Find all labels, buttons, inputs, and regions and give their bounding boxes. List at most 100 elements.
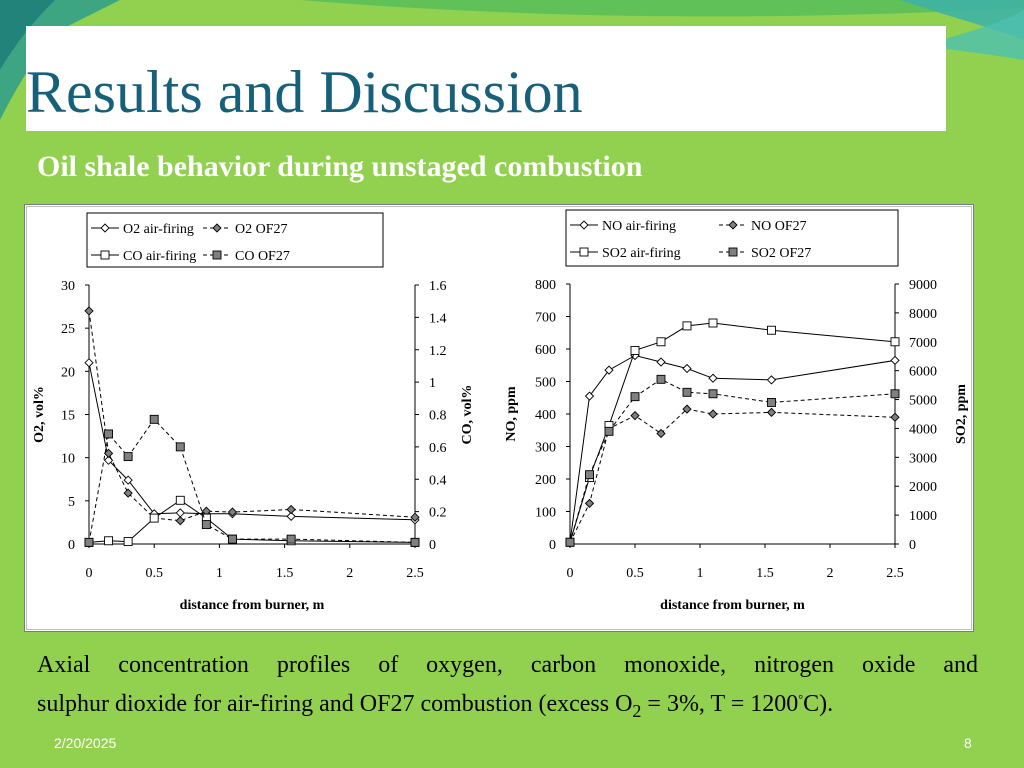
data-point [149,513,159,523]
legend-label: O2 OF27 [235,222,288,237]
y-axis-title: NO, ppm [504,386,519,442]
data-point [656,428,666,439]
data-point [286,504,296,515]
legend-marker [212,250,222,260]
data-point [584,391,595,401]
caption-line-2-a: sulphur dioxide for air-firing and OF27 … [37,691,633,717]
x-tick-label: 1 [216,566,223,581]
data-point [84,358,94,368]
y-tick-label: 800 [535,278,556,293]
data-point [149,414,159,424]
title-box [26,26,946,131]
legend-marker [579,247,589,257]
data-point [708,409,718,419]
y2-tick-label: 0.6 [429,441,447,456]
legend-box [86,212,384,268]
series-o2-air-firing [84,358,420,525]
y2-axis-title: SO2, ppm [954,384,969,444]
x-tick-label: 0.5 [145,566,163,581]
x-tick-label: 2 [346,566,353,581]
data-point [630,345,640,355]
data-point [103,448,114,458]
data-point [890,389,900,399]
y2-axis-title: CO, vol% [460,385,475,445]
data-point [84,537,94,547]
legend-marker [100,250,110,260]
y-tick-label: 0 [549,538,556,553]
page-number: 8 [964,735,972,751]
series-o2-of27 [84,306,420,526]
data-point [890,412,900,422]
x-tick-label: 1.5 [276,566,294,581]
y2-tick-label: 8000 [909,307,937,322]
y2-tick-label: 0 [429,538,436,553]
y2-tick-label: 1000 [909,509,937,524]
caption-line-2-b: = 3%, T = 1200 [641,691,799,717]
data-point [656,374,666,384]
y-tick-label: 30 [61,279,75,294]
data-point [767,325,776,335]
data-point [656,337,666,347]
legend-label: CO air-firing [123,249,196,264]
legend: NO air-firing NO OF27 SO2 air-firing SO2 OF… [565,209,899,267]
legend-marker [579,220,589,230]
data-point [682,404,692,414]
y2-tick-label: 0.4 [429,473,447,488]
data-point [682,321,692,331]
data-point [708,373,718,383]
y-axis-title: O2, vol% [32,386,47,443]
x-tick-label: 0 [86,566,93,581]
data-point [123,537,133,547]
y-tick-label: 5 [68,495,75,510]
y-tick-label: 0 [68,538,75,553]
y2-tick-label: 7000 [909,336,937,351]
series-line [88,310,416,522]
data-point [766,407,777,418]
legend-label: CO OF27 [235,249,290,264]
slide-subtitle: Oil shale behavior during unstaged combu… [37,150,643,183]
y-tick-label: 500 [535,376,556,391]
series-co-of27 [84,414,420,547]
data-point [123,488,133,498]
data-point [766,375,777,385]
legend-label: NO air-firing [602,219,676,234]
legend-box [565,209,899,267]
data-point [585,470,594,480]
data-point [286,511,296,522]
data-point [890,355,900,366]
series-line [88,362,416,521]
data-point [227,507,238,517]
data-point [682,363,692,374]
data-point [604,426,614,436]
data-point [201,520,211,530]
data-point [410,537,420,547]
x-axis-title: distance from burner, m [180,598,325,613]
y2-tick-label: 1.6 [429,279,447,294]
x-tick-label: 2 [827,566,834,581]
data-point [565,537,575,547]
legend-marker [100,223,110,233]
caption-line-2-sub: 2 [632,701,642,721]
legend-label: O2 air-firing [123,222,194,237]
y2-tick-label: 4000 [909,422,937,437]
data-point [123,452,133,462]
y2-tick-label: 1.2 [429,344,447,359]
data-point [175,508,185,518]
legend-marker [728,220,738,230]
y2-tick-label: 6000 [909,365,937,380]
y-tick-label: 700 [535,311,556,326]
data-point [890,337,900,347]
data-point [227,534,237,544]
y2-tick-label: 0.8 [429,409,447,424]
series-line [88,499,416,543]
data-point [104,536,114,546]
data-point [175,442,185,452]
x-tick-label: 1 [697,566,704,581]
charts-canvas: 0 0.5 1 1.5 2 2.505101520253000.20.40.60.811.… [32,209,969,613]
series-no-of27 [565,404,900,548]
data-point [175,495,185,505]
y2-tick-label: 2000 [909,480,937,495]
x-tick-label: 0.5 [626,566,644,581]
y2-tick-label: 9000 [909,278,937,293]
y2-tick-label: 1.4 [429,311,447,326]
